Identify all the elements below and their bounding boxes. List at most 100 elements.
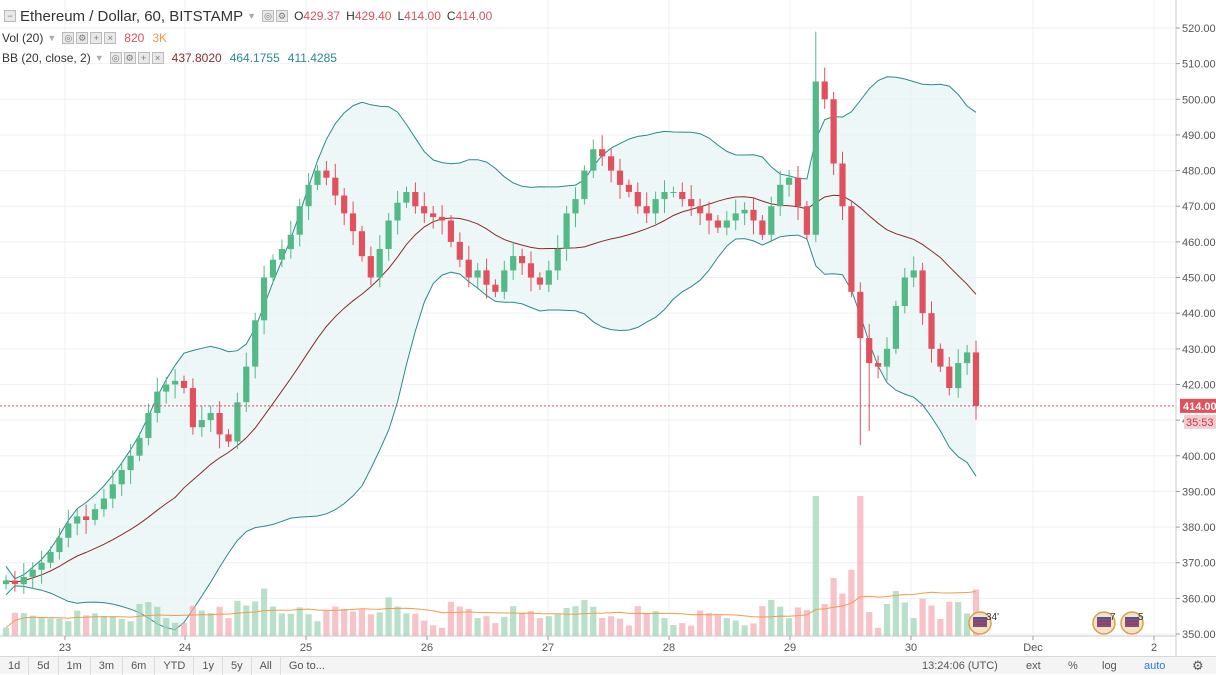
settings-icon[interactable]: ⚙ — [276, 10, 289, 22]
candle-body[interactable] — [741, 209, 748, 214]
candle-body[interactable] — [955, 363, 962, 389]
candle-body[interactable] — [207, 413, 214, 421]
candle-body[interactable] — [234, 402, 241, 442]
candle-body[interactable] — [572, 199, 579, 214]
candle-body[interactable] — [634, 192, 641, 207]
candle-body[interactable] — [839, 163, 846, 207]
candle-body[interactable] — [928, 313, 935, 349]
goto-button[interactable]: Go to... — [288, 659, 325, 672]
candle-body[interactable] — [643, 206, 650, 214]
candle-body[interactable] — [278, 249, 285, 260]
chevron-down-icon[interactable]: ▼ — [94, 53, 104, 63]
candle-body[interactable] — [759, 220, 766, 235]
ext-toggle[interactable]: ext — [1026, 660, 1041, 672]
add-icon[interactable]: + — [137, 52, 150, 64]
candle-body[interactable] — [777, 184, 784, 207]
candle-body[interactable] — [794, 177, 802, 207]
candle-body[interactable] — [803, 206, 810, 235]
candle-body[interactable] — [830, 99, 837, 164]
eye-icon[interactable]: ◎ — [262, 10, 275, 22]
auto-toggle[interactable]: auto — [1144, 660, 1166, 672]
candle-body[interactable] — [964, 352, 971, 364]
candle-body[interactable] — [608, 156, 615, 171]
candle-body[interactable] — [394, 202, 401, 221]
candle-body[interactable] — [287, 234, 294, 250]
candle-body[interactable] — [536, 277, 543, 285]
candle-body[interactable] — [145, 413, 152, 438]
candle-body[interactable] — [56, 537, 63, 553]
candle-body[interactable] — [972, 352, 980, 406]
candle-body[interactable] — [20, 577, 27, 585]
candle-body[interactable] — [866, 338, 873, 364]
candle-body[interactable] — [910, 270, 917, 278]
candle-body[interactable] — [341, 195, 348, 214]
candle-body[interactable] — [554, 249, 561, 271]
candle-body[interactable] — [252, 320, 259, 367]
chevron-down-icon[interactable]: ▼ — [247, 11, 257, 21]
candle-body[interactable] — [2, 580, 10, 585]
candle-body[interactable] — [180, 380, 188, 388]
candle-body[interactable] — [946, 366, 953, 388]
candle-body[interactable] — [937, 348, 944, 367]
candle-body[interactable] — [679, 192, 686, 200]
candle-body[interactable] — [11, 580, 18, 585]
range-all[interactable]: All — [252, 656, 281, 675]
candle-body[interactable] — [349, 213, 357, 232]
eye-icon[interactable]: ◎ — [62, 32, 75, 44]
candle-body[interactable] — [732, 213, 739, 221]
candle-body[interactable] — [136, 437, 143, 456]
candle-body[interactable] — [857, 291, 864, 339]
candle-body[interactable] — [243, 366, 250, 403]
candle-body[interactable] — [83, 516, 90, 520]
percent-toggle[interactable]: % — [1068, 660, 1078, 672]
candle-body[interactable] — [688, 199, 695, 207]
candle-body[interactable] — [519, 256, 526, 264]
candle-body[interactable] — [65, 523, 72, 538]
candle-body[interactable] — [412, 192, 419, 207]
candle-body[interactable] — [154, 391, 161, 413]
range-3m[interactable]: 3m — [91, 656, 124, 675]
candle-body[interactable] — [723, 220, 730, 228]
candle-body[interactable] — [305, 184, 312, 207]
candle-body[interactable] — [189, 388, 196, 428]
candle-body[interactable] — [261, 277, 268, 321]
chevron-down-icon[interactable]: ▼ — [47, 33, 57, 43]
eye-icon[interactable]: ◎ — [109, 52, 122, 64]
candle-body[interactable] — [875, 363, 882, 367]
candle-body[interactable] — [563, 213, 570, 249]
candle-body[interactable] — [358, 231, 365, 257]
log-toggle[interactable]: log — [1102, 660, 1117, 672]
range-5d[interactable]: 5d — [29, 656, 59, 675]
candle-body[interactable] — [768, 206, 775, 235]
range-6m[interactable]: 6m — [123, 656, 156, 675]
symbol-title[interactable]: Ethereum / Dollar, 60, BITSTAMP — [20, 7, 244, 25]
candle-body[interactable] — [163, 384, 170, 392]
candle-body[interactable] — [786, 177, 793, 185]
collapse-icon[interactable]: − — [4, 10, 16, 22]
candle-body[interactable] — [501, 270, 508, 292]
candle-body[interactable] — [652, 199, 659, 214]
candle-body[interactable] — [100, 498, 107, 510]
range-ytd[interactable]: YTD — [155, 656, 195, 675]
candle-body[interactable] — [109, 484, 116, 499]
candle-body[interactable] — [483, 270, 490, 285]
candle-body[interactable] — [492, 284, 499, 292]
candle-body[interactable] — [581, 170, 588, 200]
candle-body[interactable] — [216, 413, 223, 435]
settings-icon[interactable]: ⚙ — [123, 52, 136, 64]
price-chart[interactable]: 350.00360.00370.00380.00390.00400.00410.… — [0, 0, 1216, 656]
candle-body[interactable] — [661, 192, 668, 200]
candle-body[interactable] — [599, 149, 606, 157]
candle-body[interactable] — [421, 206, 428, 214]
vol-label[interactable]: Vol (20) — [2, 31, 44, 45]
candle-body[interactable] — [385, 220, 392, 250]
candle-body[interactable] — [714, 220, 721, 228]
candle-body[interactable] — [625, 184, 632, 192]
clock-text[interactable]: 13:24:06 (UTC) — [922, 660, 998, 672]
candle-body[interactable] — [616, 170, 624, 185]
candle-body[interactable] — [430, 213, 437, 217]
candle-body[interactable] — [172, 380, 179, 385]
candle-body[interactable] — [527, 263, 535, 278]
candle-body[interactable] — [848, 206, 855, 292]
candle-body[interactable] — [403, 192, 410, 203]
